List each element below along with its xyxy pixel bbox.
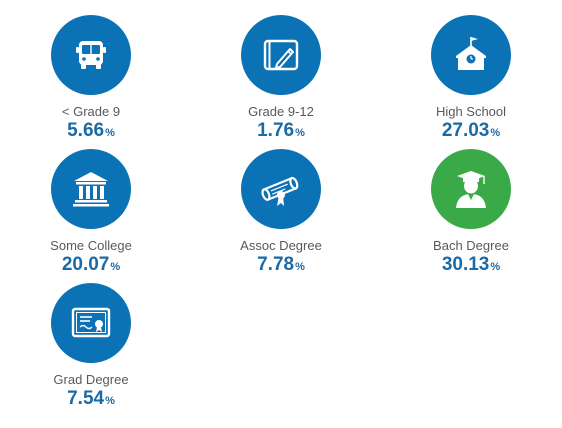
- schoolhouse-icon: [456, 37, 486, 70]
- diploma-scroll-icon: [261, 176, 299, 206]
- icon-circle: [51, 149, 131, 229]
- college-building-icon: [73, 172, 109, 207]
- school-bus-icon: [76, 41, 106, 69]
- certificate-icon: [71, 307, 111, 338]
- graduate-icon: [456, 171, 486, 208]
- education-value: 7.78%: [257, 254, 305, 275]
- education-label: Some College: [50, 238, 132, 253]
- notebook-pencil-icon: [263, 39, 299, 71]
- education-label: High School: [435, 104, 507, 119]
- icon-circle: [241, 15, 321, 95]
- education-item-assoc-degree: Assoc Degree 7.78%: [211, 149, 351, 278]
- education-item-grad-degree: Grad Degree 7.54%: [21, 283, 161, 412]
- education-label: Bach Degree: [433, 238, 509, 253]
- education-item-some-college: Some College 20.07%: [21, 149, 161, 278]
- education-item-high-school: High School 27.03%: [401, 15, 541, 144]
- education-value: 7.54%: [67, 388, 115, 409]
- icon-circle: [431, 15, 511, 95]
- education-label: Grad Degree: [53, 372, 129, 387]
- icon-circle-highlight: [431, 149, 511, 229]
- icon-circle: [51, 15, 131, 95]
- education-value: 5.66%: [67, 120, 115, 141]
- education-item-lt-grade9: < Grade 9 5.66%: [21, 15, 161, 144]
- education-label: Grade 9-12: [248, 104, 314, 119]
- education-value: 30.13%: [441, 254, 501, 275]
- education-value: 1.76%: [257, 120, 305, 141]
- education-value: 27.03%: [441, 120, 501, 141]
- education-item-grade9-12: Grade 9-12 1.76%: [211, 15, 351, 144]
- icon-circle: [51, 283, 131, 363]
- education-value: 20.07%: [61, 254, 121, 275]
- education-item-bach-degree: Bach Degree 30.13%: [401, 149, 541, 278]
- education-label: Assoc Degree: [240, 238, 322, 253]
- icon-circle: [241, 149, 321, 229]
- education-label: < Grade 9: [61, 104, 121, 119]
